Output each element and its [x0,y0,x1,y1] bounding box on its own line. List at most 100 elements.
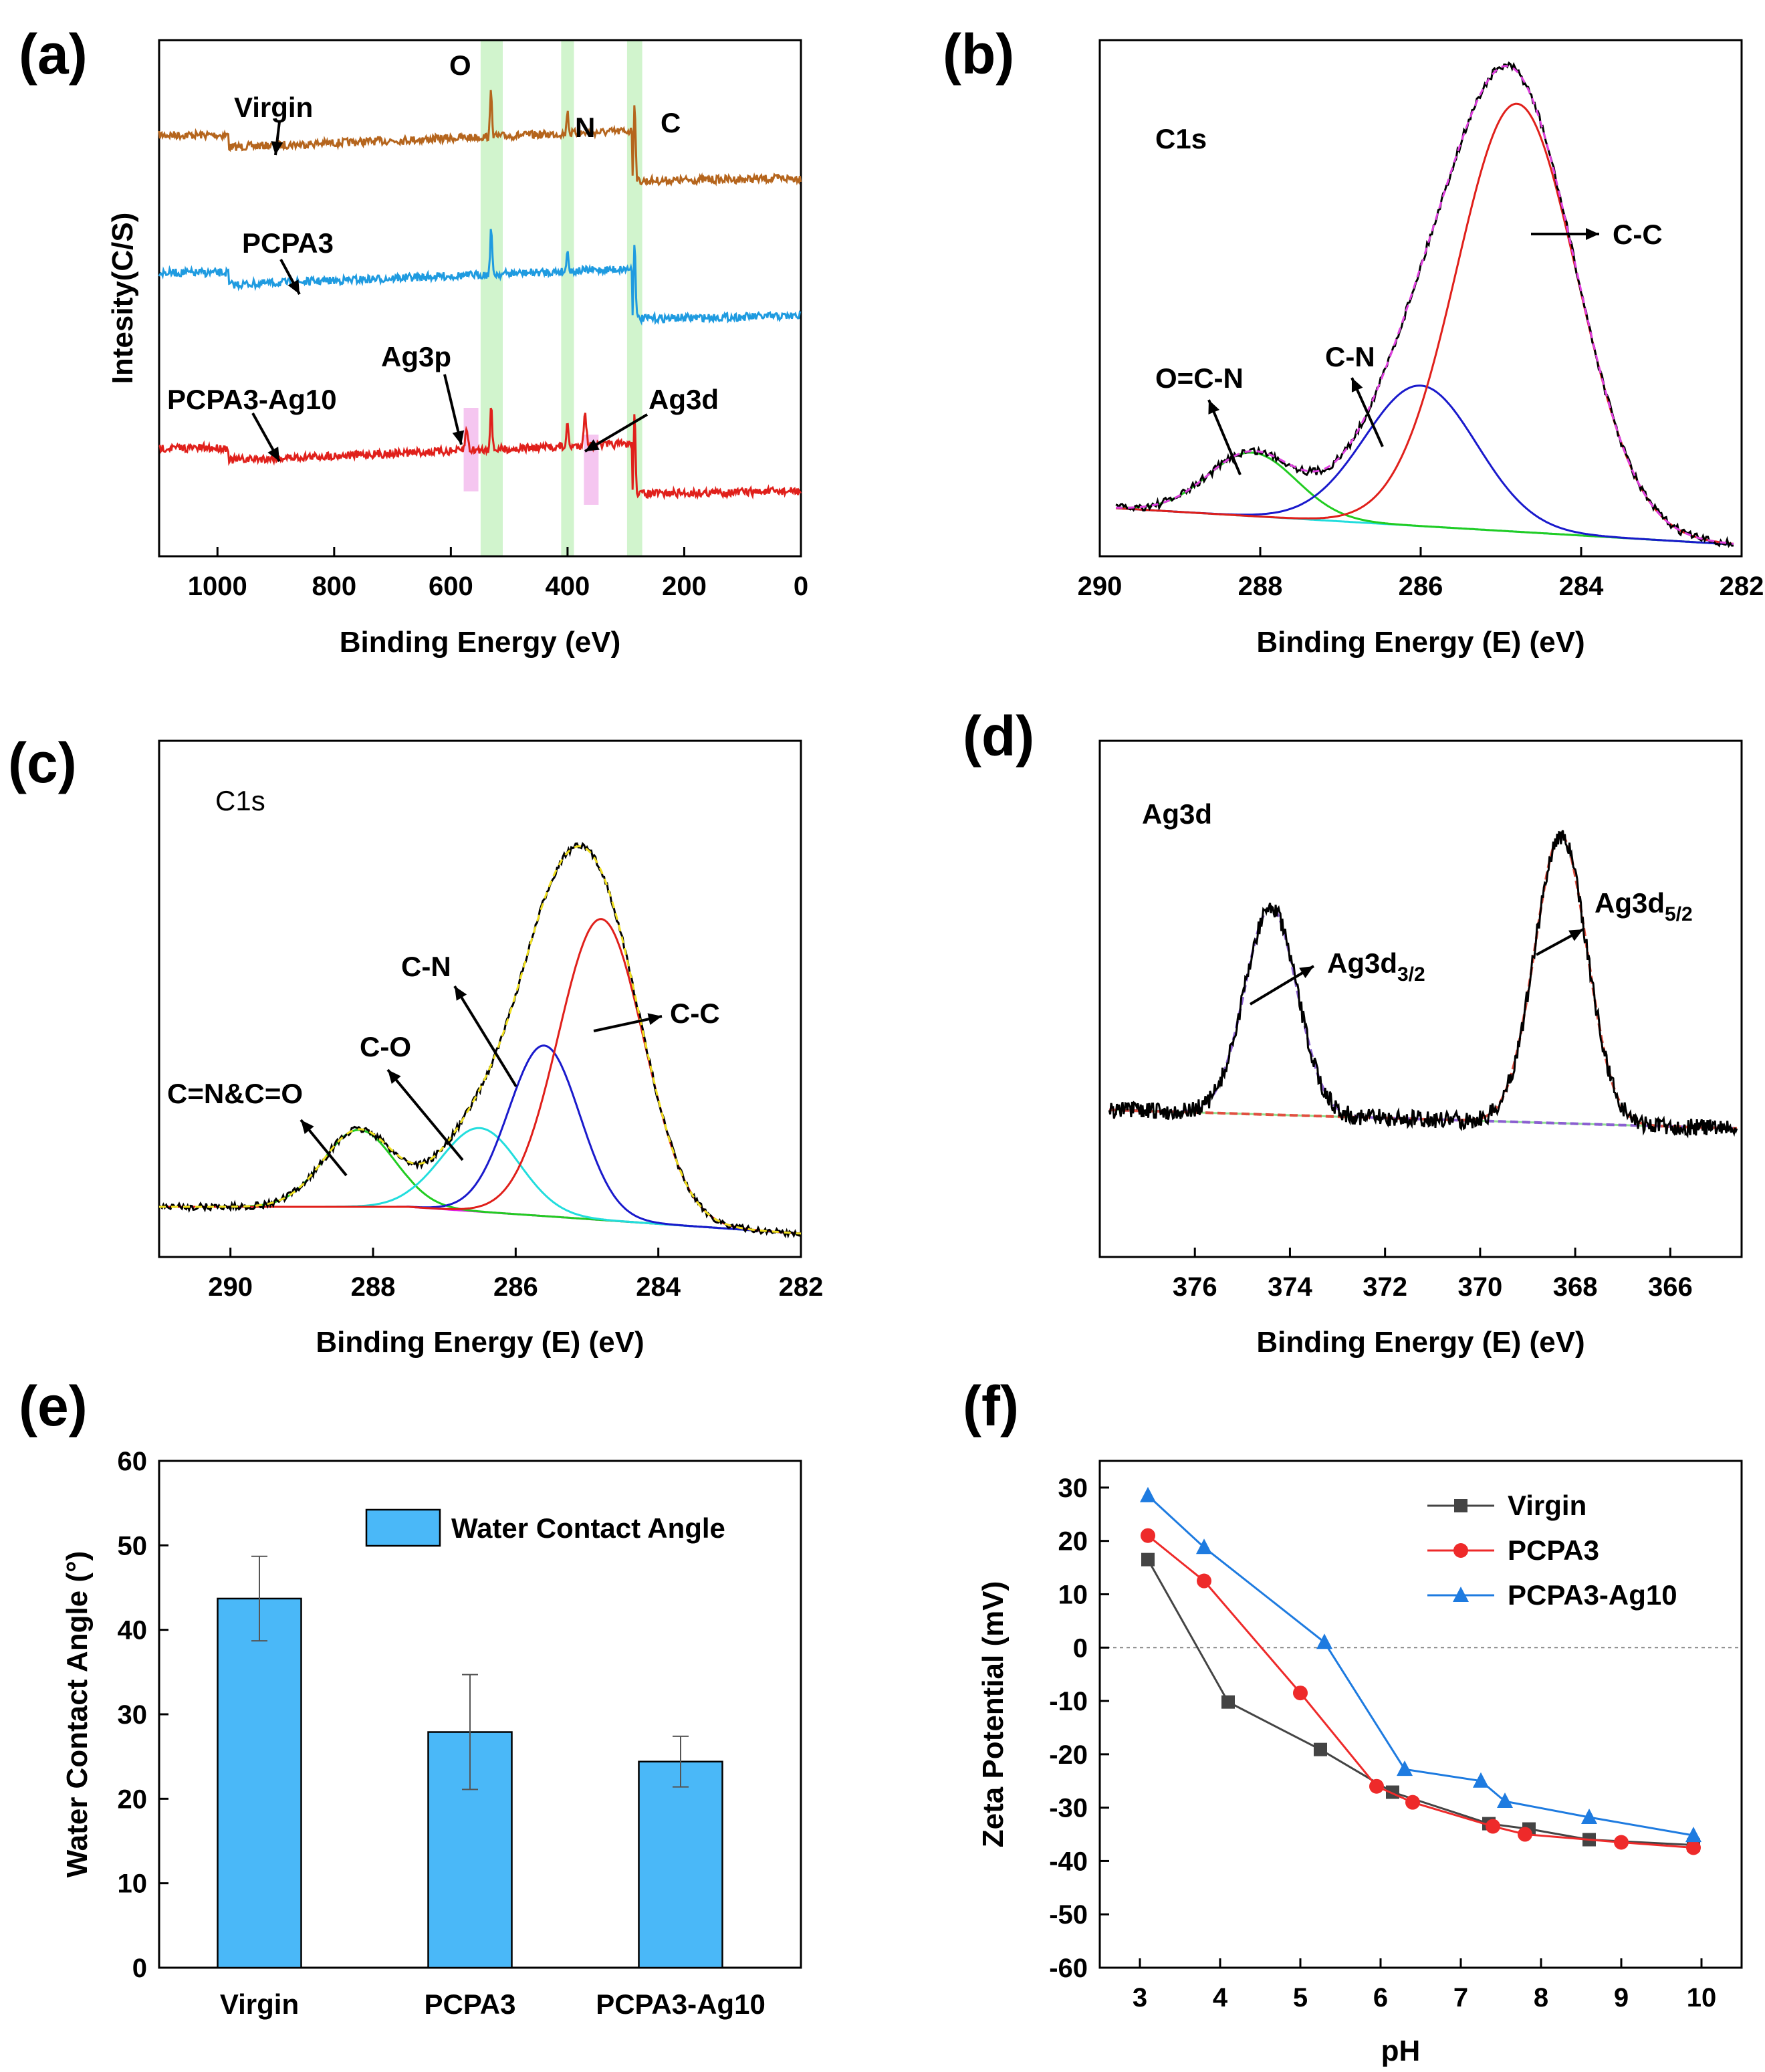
data-point-pcpa3-ag10 [1473,1772,1489,1788]
label-c-n: C-N [401,951,451,982]
bar-virgin [217,1597,302,1969]
panel-a-xtick-label: 200 [662,572,707,601]
arrow-c-n [453,985,517,1088]
panel-a: (a) 1000 800 600 400 200 0 Binding Energy (eV… [19,23,808,659]
legend-marker-virgin [1454,1499,1467,1512]
panel-f-ytick-label: -60 [1049,1954,1088,1983]
panel-c: (c) 290 288 286 284 282 C1s C=N&C=O C-O C-N … [8,731,823,1359]
data-point-pcpa3-ag10 [1685,1827,1701,1843]
legend-label-pcpa3-ag10: PCPA3-Ag10 [1508,1579,1677,1611]
label-ag3d32: Ag3d3/2 [1327,947,1425,986]
panel-a-xtick-label: 600 [429,572,473,601]
panel-a-xtick-label: 400 [546,572,590,601]
component-c-c-line [1115,102,1734,545]
legend-marker-pcpa3 [1453,1543,1468,1558]
panel-f-ytick-label: 30 [1058,1474,1088,1503]
panel-f-ytick-label: -50 [1049,1900,1088,1930]
series-pcpa3-line [158,229,802,326]
panel-f-xtick-label: 9 [1614,1983,1629,2012]
panel-c-xtick-label: 286 [493,1272,538,1302]
data-point-pcpa3-ag10 [1497,1793,1513,1809]
panel-d-xtick-label: 376 [1173,1272,1217,1302]
data-point-pcpa3-ag10 [1316,1633,1332,1649]
panel-b-frame [1098,39,1743,558]
ag3p-band [463,408,479,491]
panel-d-title: Ag3d [1142,798,1212,830]
panel-c-xtick-label: 288 [351,1272,396,1302]
panel-c-xlabel: Binding Energy (E) (eV) [316,1326,644,1359]
category-label: PCPA3 [425,1988,516,2020]
panel-e: (e) Virgin PCPA3 PCPA3-Ag10 0102030405060 … [19,1375,802,2020]
panel-f-xtick-label: 10 [1687,1983,1717,2012]
panel-f-xtick-label: 5 [1293,1983,1308,2012]
data-point-pcpa3 [1486,1819,1500,1834]
panel-a-xlabel: Binding Energy (eV) [340,626,620,659]
panel-e-ytick-label: 10 [118,1869,148,1899]
panel-f-xtick-label: 7 [1453,1983,1468,2012]
panel-b: (b) 290 288 286 284 282 C1s O=C-N C-N C-C Bi… [943,23,1764,659]
data-point-pcpa3 [1518,1827,1532,1842]
panel-c-label: (c) [8,731,77,794]
arrow-virgin [271,121,283,156]
label-c-c: C-C [1613,219,1663,250]
data-point-pcpa3 [1614,1835,1629,1850]
label-o-c-n: O=C-N [1155,362,1244,394]
arrow-pcpa3 [279,259,301,295]
panel-c-xtick-label: 282 [779,1272,824,1302]
panel-a-xtick-label: 0 [794,572,808,601]
panel-f-label: (f) [963,1375,1019,1437]
panel-f-xtick-label: 6 [1373,1983,1388,2012]
label-ag3d32-base: Ag3d [1327,947,1397,979]
panel-d-xlabel: Binding Energy (E) (eV) [1256,1326,1584,1359]
annot-ag3d: Ag3d [649,384,719,415]
panel-b-xtick-label: 284 [1559,572,1604,601]
label-ag3d52: Ag3d5/2 [1595,887,1693,925]
legend-swatch [365,1508,441,1547]
panel-b-label: (b) [943,23,1014,86]
panel-e-label: (e) [19,1375,88,1437]
panel-d-label: (d) [963,705,1034,768]
panel-b-xtick-label: 288 [1238,572,1283,601]
panel-f-xtick-label: 8 [1534,1983,1548,2012]
label-c-c: C-C [670,998,720,1029]
data-point-pcpa3 [1293,1686,1308,1701]
arrow-ag3d [584,413,649,453]
label-cn-co: C=N&C=O [167,1078,303,1109]
panel-a-ylabel: Intesity(C/S) [106,213,139,384]
category-label: PCPA3-Ag10 [596,1988,766,2020]
panel-e-ytick-label: 30 [118,1700,148,1730]
data-point-pcpa3 [1369,1778,1384,1794]
arrow-c-c [593,1013,663,1032]
panel-f: (f) 3 4 5 6 7 8 9 10 -60 -50 -40 -30 -20 -10 0 10 20 30 V… [963,1375,1743,2067]
legend-label-pcpa3: PCPA3 [1508,1534,1599,1566]
arrow-ag3d52 [1536,928,1584,956]
annot-pcpa3: PCPA3 [242,227,334,259]
data-point-pcpa3 [1197,1573,1211,1589]
panel-a-xtick-label: 1000 [188,572,247,601]
data-point-virgin [1141,1552,1155,1567]
panel-f-ytick-label: -40 [1049,1847,1088,1876]
panel-a-label: (a) [19,23,88,86]
panel-f-xlabel: pH [1381,2035,1421,2067]
category-label: Virgin [220,1988,299,2020]
panel-b-xlabel: Binding Energy (E) (eV) [1256,626,1584,659]
label-ag3d52-sub: 5/2 [1665,903,1693,925]
envelope-line [159,845,802,1235]
error-bar [673,1735,689,1788]
panel-f-frame [1098,1460,1743,1969]
component-line [159,1127,802,1235]
series-virgin-line [158,90,802,187]
panel-f-xtick-label: 4 [1213,1983,1228,2012]
arrow-c-c [1531,228,1599,240]
annot-virgin: Virgin [234,92,313,123]
annot-ag3p: Ag3p [381,341,451,372]
panel-e-ytick-label: 20 [118,1785,148,1814]
arrow-c-o [386,1068,464,1161]
panel-b-xtick-label: 282 [1720,572,1764,601]
label-ag3d32-sub: 3/2 [1397,963,1425,986]
panel-d-frame [1098,739,1743,1258]
data-point-pcpa3-ag10 [1140,1486,1156,1502]
arrow-ag3d32 [1249,965,1315,1006]
error-bar [462,1674,478,1791]
